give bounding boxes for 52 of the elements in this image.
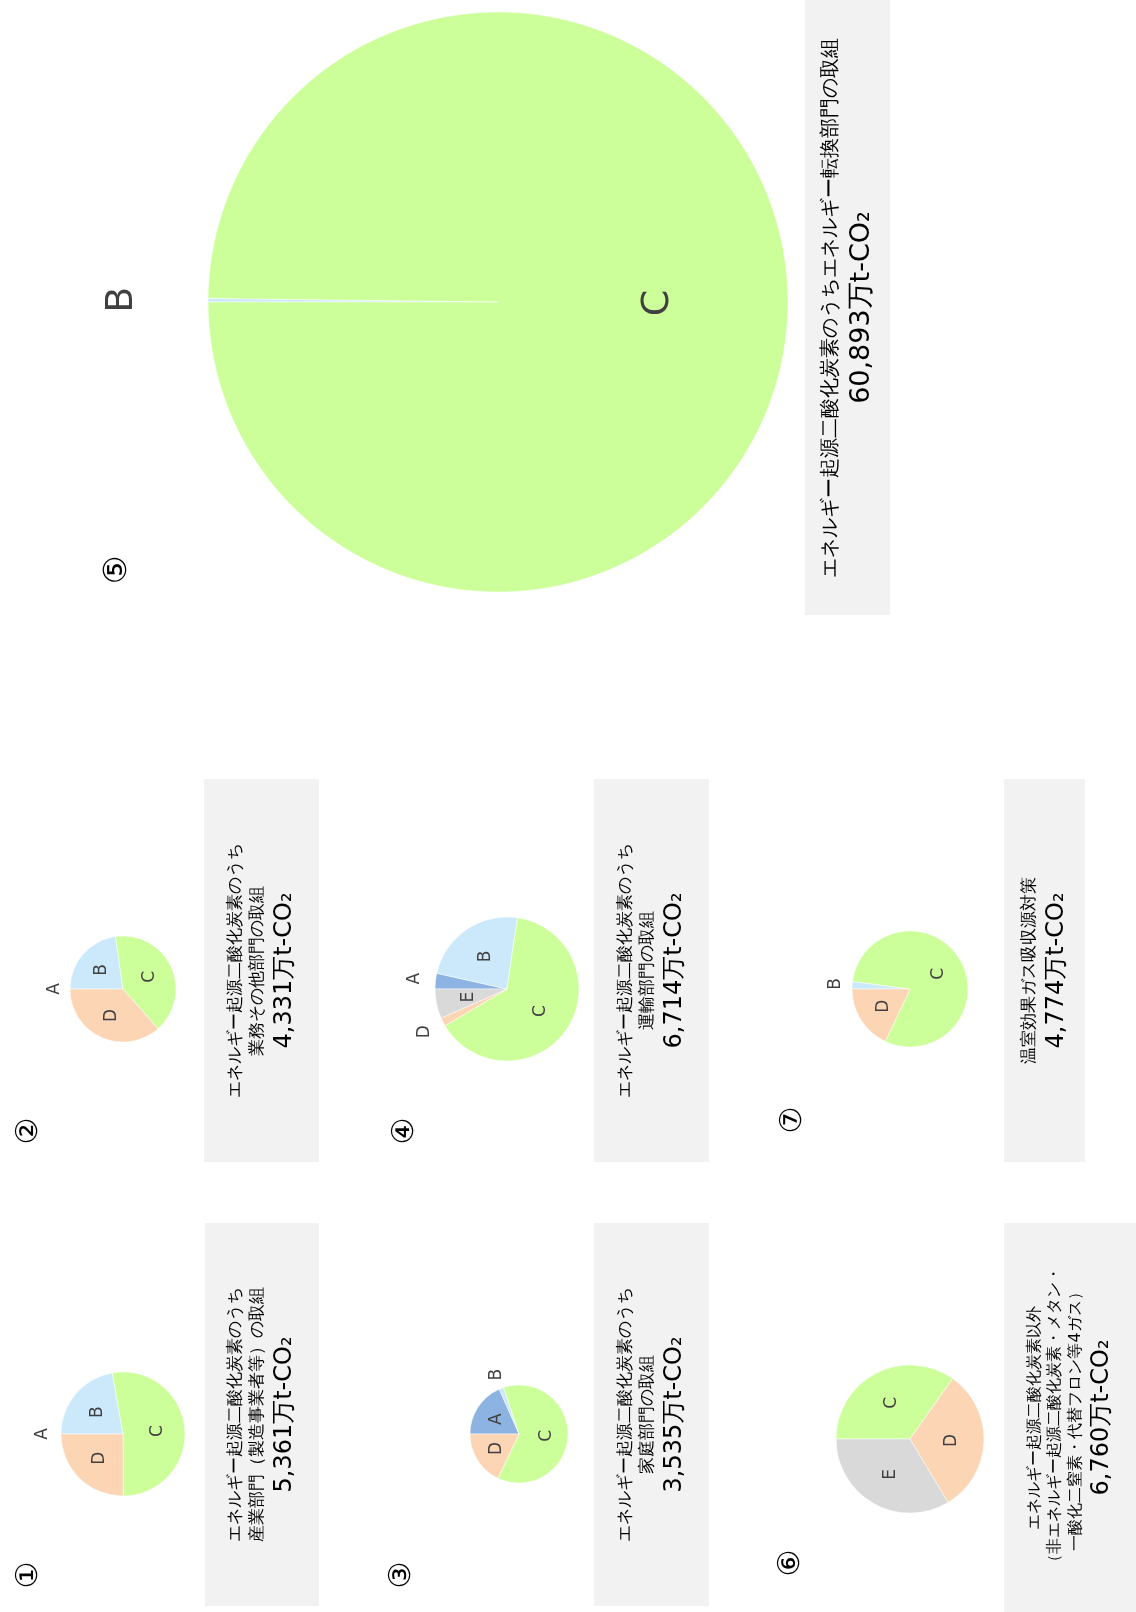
slice-label: C: [534, 1429, 555, 1442]
slice-label: B: [473, 950, 494, 963]
text: 運輸部門の取組: [635, 911, 656, 1030]
slice-label: D: [87, 1451, 108, 1465]
slice-label: A: [485, 1413, 506, 1426]
slice-label: D: [939, 1433, 960, 1448]
text: 家庭部門の取組: [635, 1355, 656, 1474]
text: エネルギー起源二酸化炭素のうち: [613, 843, 634, 1098]
text: （非エネルギー起源二酸化炭素・メタン・: [1044, 1265, 1064, 1570]
slice-label: D: [485, 1441, 506, 1455]
slice-label: C: [633, 289, 678, 317]
text: ⑥: [771, 1549, 806, 1577]
text: エネルギー起源二酸化炭素のうちエネルギー転換部門の取組: [816, 37, 841, 578]
slice-label: B: [485, 1368, 506, 1381]
slice-label: C: [927, 967, 947, 980]
text: ⑤: [96, 555, 134, 585]
slice-label: D: [872, 999, 893, 1013]
slice-label: E: [457, 991, 478, 1003]
slice-label: C: [528, 1005, 549, 1017]
text: エネルギー起源二酸化炭素のうち: [223, 843, 244, 1098]
text: 6,760万t-CO₂: [1086, 1339, 1115, 1496]
text: 4,331万t-CO₂: [268, 892, 297, 1049]
text: 温室効果ガス吸収源対策: [1017, 877, 1038, 1064]
text: ②: [9, 1117, 44, 1145]
text: エネルギー起源二酸化炭素以外: [1023, 1305, 1043, 1530]
slice-label: C: [138, 970, 159, 983]
slice-label: E: [878, 1469, 899, 1480]
text: ⑦: [773, 1106, 808, 1134]
text: 3,535万t-CO₂: [658, 1336, 687, 1493]
text: エネルギー起源二酸化炭素のうち: [224, 1287, 245, 1542]
text: エネルギー起源二酸化炭素のうち: [613, 1287, 634, 1542]
slice-label: B: [823, 978, 844, 990]
slice-label: C: [145, 1425, 166, 1437]
text: ③: [382, 1561, 417, 1589]
slice-label: D: [99, 1009, 120, 1023]
slice-label: A: [402, 972, 423, 985]
text: 4,774万t-CO₂: [1040, 892, 1069, 1049]
category-label: A: [31, 1428, 52, 1440]
slice-label: C: [880, 1396, 901, 1409]
text: 業務その他部門の取組: [245, 885, 266, 1056]
category-label: A: [43, 983, 64, 995]
text: 産業部門（製造事業者等）の取組: [246, 1287, 267, 1542]
text: 5,361万t-CO₂: [269, 1336, 298, 1493]
slice-label: D: [412, 1025, 433, 1039]
text: ④: [385, 1117, 420, 1145]
text: 6,714万t-CO₂: [658, 892, 687, 1049]
text: 一酸化二窒素・代替フロン等4ガス）: [1065, 1284, 1085, 1551]
text: 60,893万t-CO₂: [843, 211, 875, 404]
slice-label: B: [89, 964, 110, 976]
slice-label: B: [85, 1406, 106, 1418]
slice-label: B: [97, 286, 142, 313]
text: ①: [9, 1561, 44, 1589]
